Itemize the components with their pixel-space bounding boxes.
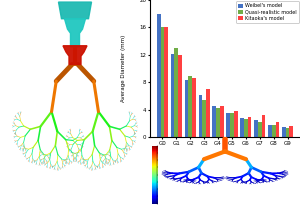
Bar: [188, 76, 192, 137]
Bar: [175, 48, 178, 137]
Bar: [212, 106, 216, 137]
Bar: [178, 55, 182, 137]
Legend: Weibel's model, Quasi-realistic model, Kitaoka's model: Weibel's model, Quasi-realistic model, K…: [236, 1, 298, 23]
Bar: [216, 108, 220, 137]
Bar: [164, 27, 168, 137]
Bar: [171, 53, 175, 137]
Bar: [202, 99, 206, 137]
Polygon shape: [64, 19, 86, 47]
Bar: [192, 78, 196, 137]
Bar: [275, 122, 279, 137]
Bar: [290, 126, 293, 137]
Bar: [184, 80, 188, 137]
Bar: [282, 127, 286, 137]
Polygon shape: [63, 46, 87, 64]
Bar: [160, 27, 164, 137]
Bar: [286, 128, 289, 137]
Bar: [240, 118, 244, 137]
Bar: [272, 125, 275, 137]
Bar: [206, 89, 210, 137]
Y-axis label: Average Diameter (mm): Average Diameter (mm): [121, 35, 126, 102]
Bar: [226, 113, 230, 137]
Bar: [262, 115, 266, 137]
Bar: [199, 95, 202, 137]
Bar: [220, 106, 224, 137]
Polygon shape: [58, 2, 92, 19]
Bar: [268, 125, 272, 137]
Bar: [230, 113, 234, 137]
Bar: [234, 111, 238, 137]
Bar: [254, 120, 258, 137]
Bar: [157, 14, 160, 137]
Bar: [248, 117, 251, 137]
Bar: [244, 119, 248, 137]
Bar: [258, 122, 262, 137]
